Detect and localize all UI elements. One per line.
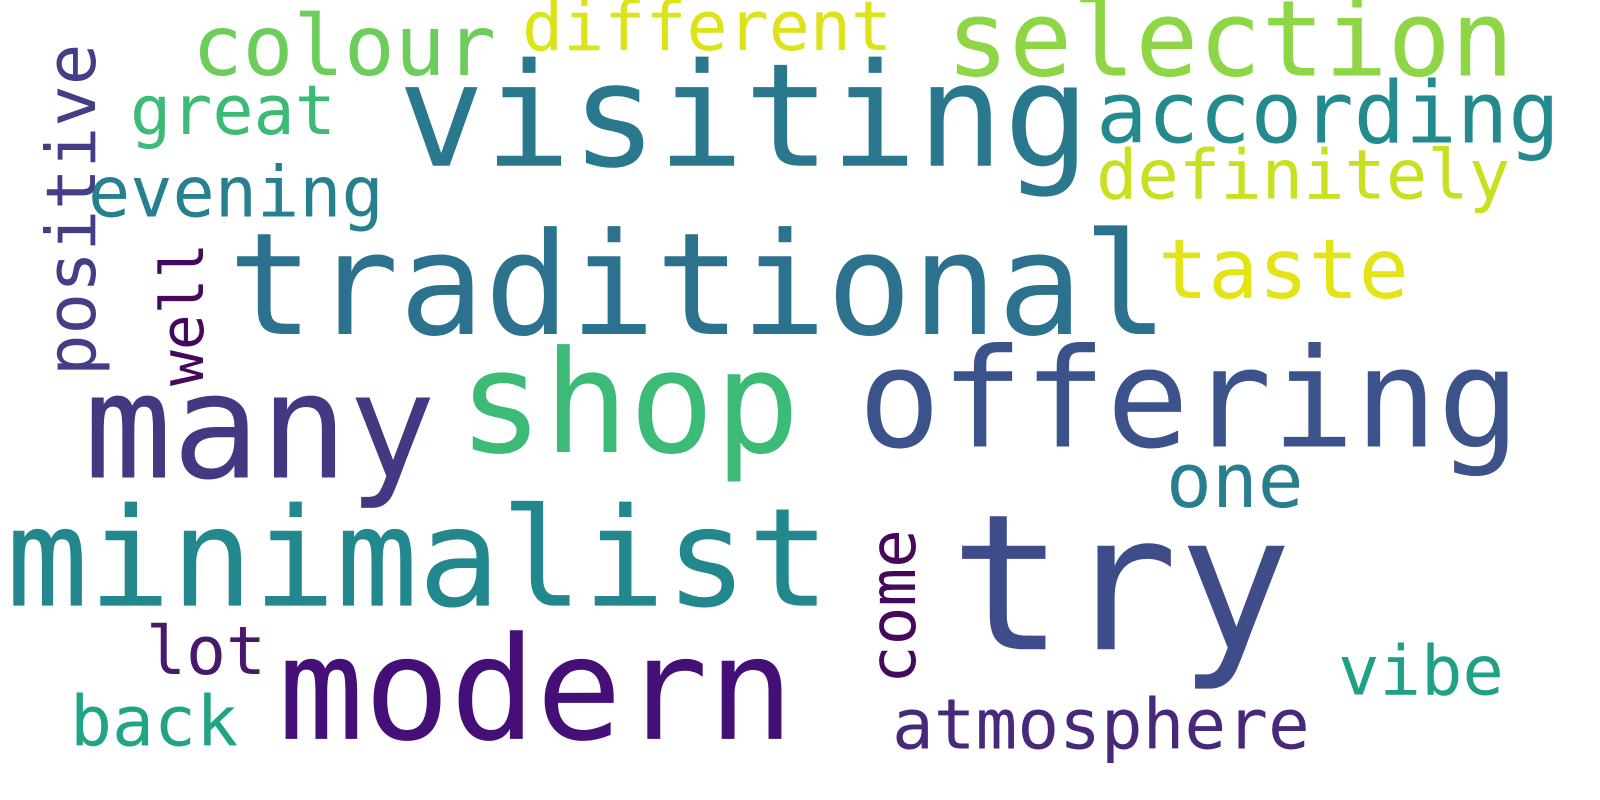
word-well: well xyxy=(149,242,218,386)
word-shop: shop xyxy=(458,320,800,486)
word-traditional: traditional xyxy=(228,202,1169,368)
word-according: according xyxy=(1096,64,1560,164)
word-positive: positive xyxy=(32,43,112,376)
word-one: one xyxy=(1166,435,1304,525)
word-modern: modern xyxy=(278,605,795,773)
word-offering: offering xyxy=(858,319,1521,480)
word-taste: taste xyxy=(1158,221,1409,318)
word-try: try xyxy=(950,473,1293,695)
word-evening: evening xyxy=(88,151,384,234)
word-lot: lot xyxy=(146,612,266,691)
word-visiting: visiting xyxy=(398,32,1091,200)
word-selection: selection xyxy=(946,0,1514,101)
word-vibe: vibe xyxy=(1338,631,1504,712)
word-back: back xyxy=(70,681,239,763)
word-come: come xyxy=(856,529,931,684)
word-minimalist: minimalist xyxy=(6,479,831,639)
word-many: many xyxy=(84,342,437,513)
word-colour: colour xyxy=(192,0,497,95)
word-great: great xyxy=(130,71,336,151)
word-definitely: definitely xyxy=(1096,135,1511,216)
word-atmosphere: atmosphere xyxy=(892,685,1310,766)
word-different: different xyxy=(522,0,893,67)
